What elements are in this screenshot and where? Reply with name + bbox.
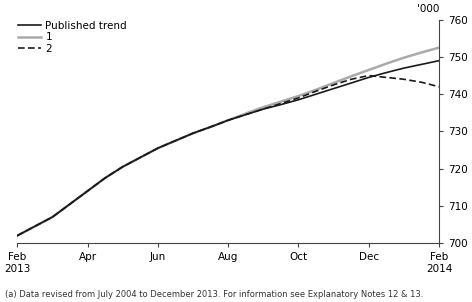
Legend: Published trend, 1, 2: Published trend, 1, 2 — [18, 21, 127, 54]
Text: (a) Data revised from July 2004 to December 2013. For information see Explanator: (a) Data revised from July 2004 to Decem… — [5, 290, 423, 299]
Text: '000: '000 — [417, 4, 439, 14]
